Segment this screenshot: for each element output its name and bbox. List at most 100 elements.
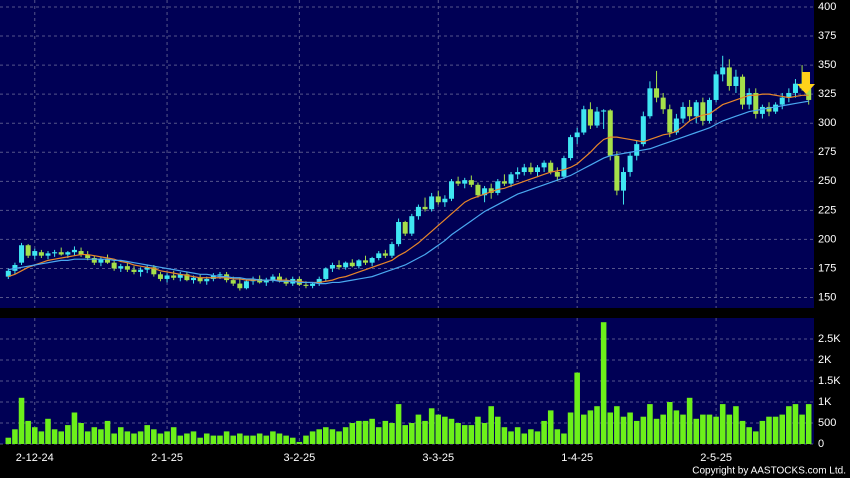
candle-body bbox=[746, 92, 752, 105]
volume-bar bbox=[12, 429, 18, 444]
volume-bar bbox=[660, 414, 666, 444]
volume-bar bbox=[170, 427, 177, 444]
candle-body bbox=[25, 245, 31, 256]
volume-bar bbox=[230, 435, 236, 444]
candle-body bbox=[389, 244, 395, 256]
volume-bar bbox=[726, 414, 733, 444]
candle-body bbox=[634, 144, 640, 156]
candle-body bbox=[310, 283, 316, 286]
candle-body bbox=[806, 88, 812, 100]
candle-body bbox=[356, 260, 362, 267]
volume-bar bbox=[250, 435, 256, 444]
candle-body bbox=[429, 196, 435, 210]
volume-bar bbox=[581, 414, 587, 444]
volume-bar bbox=[547, 410, 554, 444]
volume-bar bbox=[442, 416, 448, 444]
volume-bar bbox=[759, 420, 766, 444]
candle-body bbox=[614, 155, 620, 191]
candle-body bbox=[660, 97, 666, 110]
volume-bar bbox=[309, 431, 316, 444]
candle-body bbox=[191, 277, 197, 281]
candle-body bbox=[105, 259, 111, 263]
volume-bar bbox=[739, 420, 746, 444]
candle-body bbox=[349, 262, 355, 267]
volume-bar bbox=[375, 427, 382, 444]
candle-body bbox=[138, 269, 144, 272]
y-tick-label: 2K bbox=[818, 354, 832, 366]
copyright: Copyright by AASTOCKS.com Ltd. bbox=[692, 466, 846, 477]
candle-body bbox=[561, 158, 567, 177]
volume-bar bbox=[653, 418, 660, 444]
volume-bar bbox=[779, 414, 786, 444]
volume-bar bbox=[45, 418, 51, 444]
candle-body bbox=[475, 184, 481, 196]
candle-body bbox=[753, 92, 759, 114]
volume-bar bbox=[700, 414, 706, 444]
volume-bar bbox=[415, 414, 422, 444]
x-tick-label: 2-1-25 bbox=[151, 452, 183, 464]
candle-body bbox=[336, 264, 342, 268]
y-tick-label: 2.5K bbox=[818, 333, 841, 345]
volume-bar bbox=[733, 406, 739, 444]
volume-bar bbox=[65, 425, 71, 444]
candle-body bbox=[680, 106, 686, 119]
candle-body bbox=[111, 262, 117, 269]
x-tick-label: 2-12-24 bbox=[16, 452, 54, 464]
candle-body bbox=[720, 67, 726, 75]
candle-body bbox=[462, 180, 468, 184]
candle-body bbox=[45, 253, 51, 256]
candle-body bbox=[448, 181, 455, 199]
candle-body bbox=[157, 274, 163, 279]
candle-body bbox=[482, 188, 488, 196]
candle-body bbox=[415, 206, 421, 217]
volume-bar bbox=[18, 397, 25, 444]
y-tick-label: 1.5K bbox=[818, 375, 841, 387]
volume-bar bbox=[587, 410, 594, 444]
y-tick-label: 225 bbox=[818, 204, 836, 216]
candle-body bbox=[713, 74, 719, 100]
candle-body bbox=[528, 167, 534, 173]
candle-body bbox=[58, 252, 64, 255]
candle-body bbox=[38, 252, 44, 256]
volume-bar bbox=[752, 431, 759, 444]
candle-body bbox=[740, 76, 746, 105]
candle-body bbox=[435, 196, 441, 203]
candle-body bbox=[32, 251, 38, 256]
volume-bar bbox=[289, 437, 296, 444]
volume-bar bbox=[58, 431, 65, 444]
volume-bar bbox=[369, 418, 375, 444]
candle-body bbox=[468, 180, 474, 185]
volume-bar bbox=[25, 420, 31, 444]
volume-bar bbox=[395, 404, 402, 444]
volume-bar bbox=[719, 404, 726, 444]
candle-body bbox=[667, 109, 673, 133]
candle-body bbox=[759, 106, 765, 114]
candle-body bbox=[343, 262, 349, 268]
candle-body bbox=[706, 99, 712, 121]
candle-body bbox=[422, 206, 428, 210]
volume-bar bbox=[805, 404, 812, 444]
candle-body bbox=[455, 181, 461, 184]
volume-bar bbox=[243, 435, 250, 444]
volume-bar bbox=[514, 427, 521, 444]
volume-bar bbox=[461, 425, 468, 444]
volume-bar bbox=[693, 418, 700, 444]
volume-bar bbox=[349, 423, 356, 444]
y-tick-label: 150 bbox=[818, 291, 836, 303]
candle-body bbox=[376, 253, 382, 259]
candle-body bbox=[303, 284, 309, 286]
volume-bar bbox=[455, 423, 461, 444]
candle-body bbox=[495, 181, 501, 193]
candle-body bbox=[766, 106, 772, 112]
volume-bar bbox=[448, 418, 455, 444]
candle-body bbox=[71, 249, 77, 253]
volume-bar bbox=[316, 429, 322, 444]
volume-bar bbox=[792, 404, 799, 444]
y-tick-label: 325 bbox=[818, 88, 836, 100]
candle-body bbox=[733, 76, 739, 87]
volume-bar bbox=[567, 412, 574, 444]
candle-body bbox=[488, 188, 494, 193]
candle-body bbox=[369, 258, 375, 263]
